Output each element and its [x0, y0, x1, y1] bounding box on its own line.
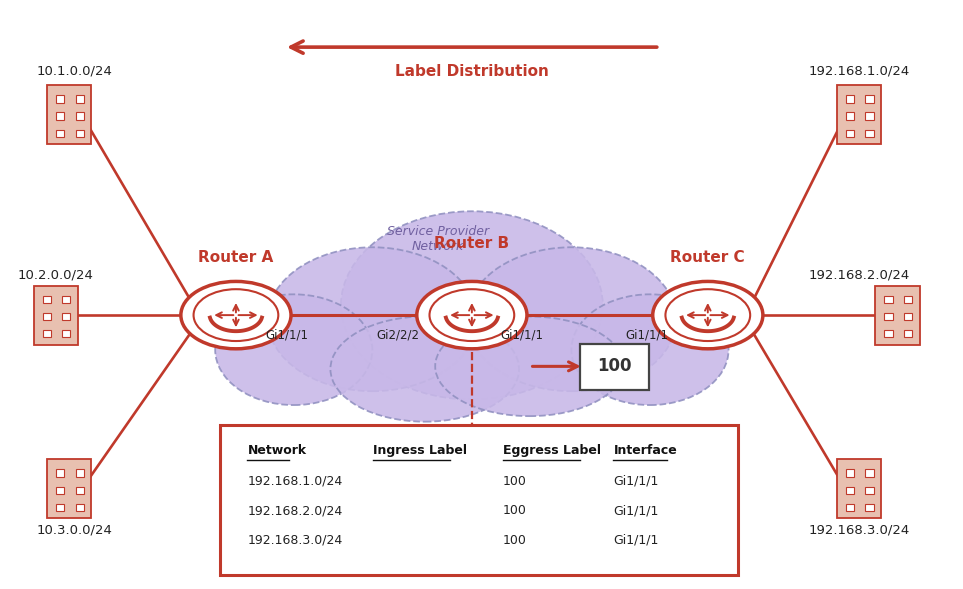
FancyBboxPatch shape — [884, 313, 893, 320]
Text: Router A: Router A — [198, 250, 273, 265]
FancyBboxPatch shape — [220, 425, 738, 575]
FancyBboxPatch shape — [62, 313, 70, 320]
Text: Gi1/1/1: Gi1/1/1 — [613, 534, 659, 547]
Text: 100: 100 — [597, 358, 632, 375]
Text: 192.168.2.0/24: 192.168.2.0/24 — [809, 269, 910, 282]
Ellipse shape — [341, 211, 603, 399]
FancyBboxPatch shape — [837, 459, 881, 518]
FancyBboxPatch shape — [846, 487, 854, 494]
Circle shape — [417, 282, 527, 349]
FancyBboxPatch shape — [865, 130, 873, 137]
FancyBboxPatch shape — [846, 469, 854, 477]
FancyBboxPatch shape — [865, 95, 873, 103]
FancyBboxPatch shape — [846, 130, 854, 137]
FancyBboxPatch shape — [47, 459, 91, 518]
FancyBboxPatch shape — [75, 469, 84, 477]
FancyBboxPatch shape — [875, 286, 920, 345]
Circle shape — [653, 282, 763, 349]
FancyBboxPatch shape — [865, 112, 873, 120]
Text: Gi1/1/1: Gi1/1/1 — [613, 475, 659, 488]
Text: Gi2/2/2: Gi2/2/2 — [377, 328, 419, 341]
Text: 192.168.1.0/24: 192.168.1.0/24 — [809, 64, 910, 77]
FancyBboxPatch shape — [56, 487, 65, 494]
FancyBboxPatch shape — [884, 330, 893, 337]
Text: 192.168.1.0/24: 192.168.1.0/24 — [247, 475, 343, 488]
FancyBboxPatch shape — [884, 296, 893, 303]
Text: Gi1/1/1: Gi1/1/1 — [626, 328, 668, 341]
FancyBboxPatch shape — [903, 313, 912, 320]
FancyBboxPatch shape — [56, 95, 65, 103]
Circle shape — [665, 289, 750, 341]
FancyBboxPatch shape — [837, 85, 881, 144]
Text: Router C: Router C — [670, 250, 745, 265]
Text: 10.3.0.0/24: 10.3.0.0/24 — [37, 524, 113, 537]
FancyBboxPatch shape — [75, 130, 84, 137]
FancyBboxPatch shape — [34, 286, 78, 345]
FancyBboxPatch shape — [865, 504, 873, 511]
Ellipse shape — [435, 316, 624, 416]
Circle shape — [181, 282, 291, 349]
FancyBboxPatch shape — [75, 504, 84, 511]
Text: 100: 100 — [503, 475, 527, 488]
Text: Network: Network — [247, 444, 306, 457]
FancyBboxPatch shape — [62, 296, 70, 303]
FancyBboxPatch shape — [75, 95, 84, 103]
FancyBboxPatch shape — [846, 95, 854, 103]
FancyBboxPatch shape — [865, 487, 873, 494]
FancyBboxPatch shape — [580, 344, 649, 390]
Text: Gi1/1/1: Gi1/1/1 — [266, 328, 308, 341]
Text: Gi1/1/1: Gi1/1/1 — [613, 504, 659, 517]
FancyBboxPatch shape — [846, 504, 854, 511]
FancyBboxPatch shape — [865, 469, 873, 477]
FancyBboxPatch shape — [75, 487, 84, 494]
Text: Eggress Label: Eggress Label — [503, 444, 601, 457]
FancyBboxPatch shape — [42, 313, 51, 320]
FancyBboxPatch shape — [75, 112, 84, 120]
FancyBboxPatch shape — [47, 85, 91, 144]
Text: Interface: Interface — [613, 444, 677, 457]
Text: 100: 100 — [503, 504, 527, 517]
FancyBboxPatch shape — [56, 504, 65, 511]
FancyBboxPatch shape — [42, 330, 51, 337]
Circle shape — [194, 289, 278, 341]
Text: 192.168.2.0/24: 192.168.2.0/24 — [247, 504, 343, 517]
Text: 10.2.0.0/24: 10.2.0.0/24 — [17, 269, 93, 282]
FancyBboxPatch shape — [903, 296, 912, 303]
Ellipse shape — [571, 294, 729, 405]
Text: Gi1/1/1: Gi1/1/1 — [501, 328, 543, 341]
Text: Label Distribution: Label Distribution — [395, 64, 549, 80]
FancyBboxPatch shape — [56, 112, 65, 120]
Text: 100: 100 — [503, 534, 527, 547]
Ellipse shape — [215, 294, 373, 405]
Circle shape — [429, 289, 514, 341]
Ellipse shape — [330, 316, 519, 422]
Ellipse shape — [467, 247, 676, 391]
FancyBboxPatch shape — [846, 112, 854, 120]
FancyBboxPatch shape — [56, 130, 65, 137]
FancyBboxPatch shape — [903, 330, 912, 337]
FancyBboxPatch shape — [62, 330, 70, 337]
Text: 192.168.3.0/24: 192.168.3.0/24 — [809, 524, 910, 537]
FancyBboxPatch shape — [42, 296, 51, 303]
Text: 10.1.0.0/24: 10.1.0.0/24 — [37, 64, 113, 77]
Text: Router B: Router B — [434, 236, 509, 251]
FancyBboxPatch shape — [56, 469, 65, 477]
Ellipse shape — [268, 247, 477, 391]
Text: Service Provider
Network: Service Provider Network — [387, 224, 489, 253]
Text: 192.168.3.0/24: 192.168.3.0/24 — [247, 534, 343, 547]
Text: Ingress Label: Ingress Label — [373, 444, 467, 457]
